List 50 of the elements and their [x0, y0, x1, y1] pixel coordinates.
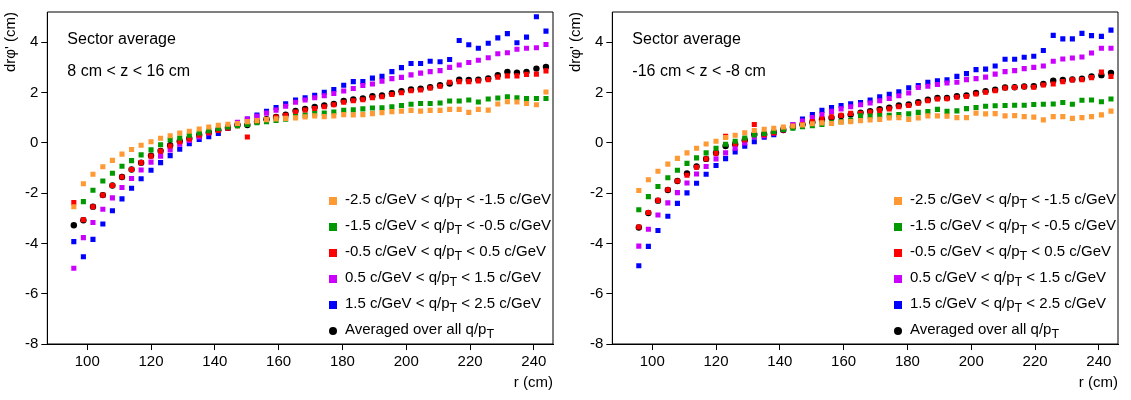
y-tick-label: -8: [24, 334, 39, 352]
x-tick-label: 220: [457, 352, 483, 370]
legend-label: -0.5 c/GeV < q/p$_{T}$ < 0.5 c/GeV: [909, 240, 1111, 265]
x-tick-label: 240: [521, 352, 547, 370]
x-axis-title: r (cm): [1078, 373, 1118, 391]
legend-label: 1.5 c/GeV < q/p$_{T}$ < 2.5 c/GeV: [344, 292, 541, 317]
x-tick-label: 200: [958, 352, 984, 370]
x-tick-label: 120: [138, 352, 164, 370]
x-tick-label: 220: [1022, 352, 1048, 370]
y-tick-label: -2: [24, 183, 39, 201]
x-tick-label: 160: [831, 352, 857, 370]
annotation: 8 cm < z < 16 cm: [67, 62, 191, 80]
legend-label: 0.5 c/GeV < q/p$_{T}$ < 1.5 c/GeV: [909, 266, 1106, 291]
x-tick-label: 240: [1086, 352, 1112, 370]
x-tick-label: 100: [74, 352, 100, 370]
y-tick-label: -6: [589, 283, 604, 301]
annotation: Sector average: [67, 30, 176, 48]
legend-label: -1.5 c/GeV < q/p$_{T}$ < -0.5 c/GeV: [909, 214, 1116, 239]
x-tick-label: 200: [393, 352, 419, 370]
x-tick-label: 140: [767, 352, 793, 370]
x-tick-label: 180: [894, 352, 920, 370]
annotation: -16 cm < z < -8 cm: [632, 62, 766, 80]
x-tick-label: 100: [639, 352, 665, 370]
y-tick-label: -6: [24, 283, 39, 301]
y-tick-label: -2: [589, 183, 604, 201]
legend-label: 1.5 c/GeV < q/p$_{T}$ < 2.5 c/GeV: [909, 292, 1106, 317]
x-tick-label: 180: [329, 352, 355, 370]
annotation: Sector average: [632, 30, 741, 48]
x-tick-label: 160: [266, 352, 292, 370]
legend-label: -2.5 c/GeV < q/p$_{T}$ < -1.5 c/GeV: [344, 188, 551, 213]
x-tick-label: 140: [202, 352, 228, 370]
y-axis-title: drφ' (cm): [566, 12, 584, 73]
y-tick-label: -4: [24, 233, 39, 251]
y-tick-label: 2: [594, 82, 604, 100]
legend-label: 0.5 c/GeV < q/p$_{T}$ < 1.5 c/GeV: [344, 266, 541, 291]
y-tick-label: 0: [594, 132, 604, 150]
y-tick-label: 4: [594, 32, 604, 50]
x-axis-title: r (cm): [513, 373, 553, 391]
legend-label: -0.5 c/GeV < q/p$_{T}$ < 0.5 c/GeV: [344, 240, 546, 265]
y-tick-label: -8: [589, 334, 604, 352]
y-tick-label: -4: [589, 233, 604, 251]
legend-label: Averaged over all q/p$_{T}$: [909, 318, 1060, 343]
x-tick-label: 120: [703, 352, 729, 370]
legend-label: Averaged over all q/p$_{T}$: [344, 318, 495, 343]
y-tick-label: 4: [29, 32, 39, 50]
y-tick-label: 2: [29, 82, 39, 100]
y-axis-title: drφ' (cm): [1, 12, 19, 73]
legend-label: -2.5 c/GeV < q/p$_{T}$ < -1.5 c/GeV: [909, 188, 1116, 213]
legend-label: -1.5 c/GeV < q/p$_{T}$ < -0.5 c/GeV: [344, 214, 551, 239]
y-tick-label: 0: [29, 132, 39, 150]
